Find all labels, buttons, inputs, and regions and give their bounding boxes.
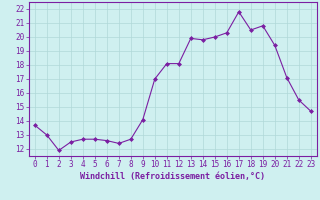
X-axis label: Windchill (Refroidissement éolien,°C): Windchill (Refroidissement éolien,°C) (80, 172, 265, 181)
